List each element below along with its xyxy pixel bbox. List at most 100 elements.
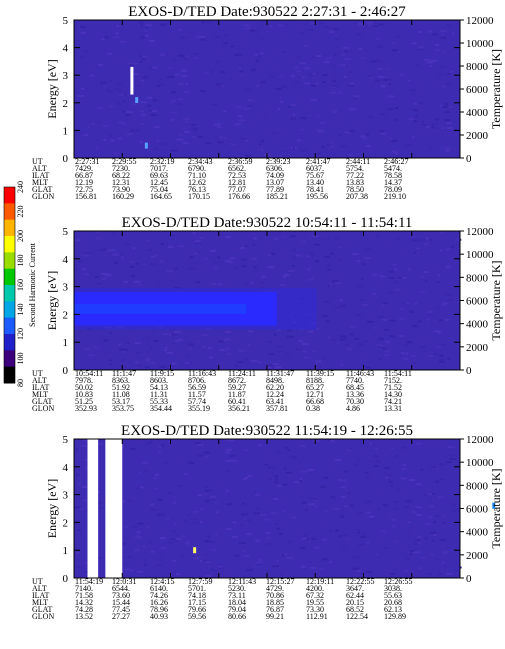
noise-cell — [344, 76, 347, 78]
table-cell: 11:54:19 — [75, 577, 103, 586]
noise-cell — [155, 252, 161, 255]
noise-cell — [292, 457, 298, 460]
noise-cell — [188, 343, 194, 346]
row-label: ILAT — [32, 171, 49, 180]
noise-cell — [169, 538, 176, 540]
noise-cell — [414, 487, 419, 490]
noise-cell — [203, 559, 210, 562]
table-cell: 78.41 — [306, 185, 324, 194]
noise-cell — [159, 260, 165, 263]
noise-cell — [96, 233, 103, 236]
noise-cell — [260, 514, 268, 517]
noise-cell — [343, 504, 349, 507]
noise-cell — [452, 32, 455, 35]
noise-cell — [227, 352, 231, 355]
noise-cell — [397, 488, 401, 491]
noise-cell — [444, 147, 451, 150]
noise-cell — [134, 342, 141, 345]
noise-cell — [166, 518, 170, 521]
noise-cell — [187, 125, 191, 127]
noise-cell — [318, 22, 324, 25]
y2-tick-label: 0 — [466, 153, 472, 165]
noise-cell — [199, 236, 204, 239]
noise-cell — [445, 265, 451, 268]
noise-cell — [375, 79, 380, 82]
noise-cell — [294, 66, 299, 69]
noise-cell — [117, 61, 124, 64]
noise-cell — [175, 524, 179, 527]
noise-cell — [395, 118, 398, 121]
table-cell: 7429. — [75, 164, 93, 173]
noise-cell — [129, 261, 133, 264]
noise-cell — [437, 496, 444, 499]
noise-cell — [170, 99, 176, 102]
noise-cell — [272, 498, 279, 500]
noise-cell — [420, 275, 424, 278]
noise-cell — [125, 568, 130, 571]
noise-cell — [388, 242, 395, 244]
noise-cell — [79, 26, 87, 28]
data-dot — [492, 502, 496, 509]
noise-cell — [389, 277, 395, 279]
noise-cell — [176, 138, 184, 141]
noise-cell — [374, 327, 377, 329]
noise-cell — [277, 329, 281, 331]
noise-cell — [257, 341, 261, 344]
noise-cell — [247, 137, 255, 140]
panel-title: EXOS-D/TED Date:930522 11:54:19 - 12:26:… — [121, 423, 413, 439]
panel-3 — [73, 438, 496, 579]
noise-cell — [273, 237, 278, 240]
noise-cell — [268, 133, 274, 136]
noise-cell — [409, 553, 412, 556]
noise-cell — [149, 503, 154, 506]
noise-cell — [387, 442, 395, 445]
noise-cell — [279, 532, 283, 535]
y-tick-label: 5 — [63, 15, 69, 27]
noise-cell — [179, 134, 182, 137]
noise-cell — [441, 85, 446, 88]
noise-cell — [335, 529, 339, 532]
noise-cell — [146, 96, 153, 99]
y2-tick-label: 4000 — [466, 527, 489, 539]
table-cell: 18.85 — [266, 598, 284, 607]
noise-cell — [344, 470, 349, 473]
noise-cell — [354, 23, 359, 26]
noise-cell — [348, 447, 354, 450]
table-cell: 62.20 — [266, 383, 284, 392]
noise-cell — [108, 134, 113, 137]
noise-cell — [376, 59, 382, 62]
noise-cell — [107, 52, 112, 55]
y-tick-label: 3 — [63, 282, 69, 294]
noise-cell — [282, 554, 285, 557]
row-label: GLON — [32, 612, 54, 621]
noise-cell — [109, 79, 113, 82]
noise-cell — [109, 331, 115, 334]
table-cell: 68.22 — [112, 171, 130, 180]
noise-cell — [120, 253, 125, 256]
noise-cell — [326, 494, 330, 497]
noise-cell — [339, 535, 342, 538]
noise-cell — [332, 126, 337, 129]
noise-cell — [377, 23, 385, 26]
noise-cell — [195, 442, 202, 445]
noise-cell — [299, 117, 307, 120]
table-cell: 59.56 — [188, 612, 206, 621]
noise-cell — [379, 130, 384, 133]
noise-cell — [435, 480, 440, 483]
noise-cell — [389, 78, 393, 81]
noise-cell — [435, 348, 438, 351]
table-cell: 73.60 — [112, 591, 130, 600]
noise-cell — [225, 574, 231, 577]
noise-cell — [222, 136, 226, 139]
noise-cell — [116, 24, 120, 27]
noise-cell — [121, 256, 124, 259]
noise-cell — [429, 238, 432, 241]
noise-cell — [178, 355, 181, 358]
noise-cell — [178, 83, 184, 86]
table-cell: 78.58 — [384, 171, 402, 180]
noise-cell — [416, 247, 420, 250]
y-tick-label: 2 — [63, 309, 69, 321]
noise-cell — [199, 36, 206, 38]
noise-cell — [419, 290, 426, 293]
noise-cell — [75, 470, 81, 473]
